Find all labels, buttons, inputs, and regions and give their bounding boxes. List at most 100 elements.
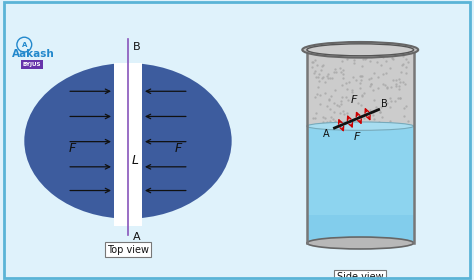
Point (308, 60, 316, 65)
Point (312, 75, 319, 80)
Point (384, 122, 392, 126)
Point (323, 103, 330, 108)
Point (386, 96, 394, 101)
Point (398, 62, 406, 67)
Point (313, 63, 321, 67)
Text: Top view: Top view (107, 245, 149, 255)
Point (324, 72, 332, 76)
Text: F: F (351, 95, 357, 105)
Point (402, 104, 410, 108)
Point (349, 51, 357, 56)
Point (337, 102, 345, 106)
Point (382, 83, 389, 87)
Point (357, 115, 365, 120)
Point (387, 85, 395, 89)
Point (344, 86, 351, 91)
Point (402, 57, 410, 61)
Point (326, 97, 333, 101)
Point (379, 71, 386, 76)
Point (399, 54, 407, 58)
Text: F: F (175, 142, 182, 155)
Point (340, 112, 347, 116)
Point (370, 97, 377, 102)
Point (374, 75, 382, 79)
Point (310, 71, 318, 76)
Point (336, 120, 344, 124)
Point (395, 77, 402, 81)
Text: A: A (22, 42, 27, 48)
Point (351, 60, 358, 65)
Text: B: B (133, 42, 141, 52)
Point (367, 82, 374, 87)
Point (339, 109, 347, 114)
Point (370, 71, 377, 76)
Point (327, 120, 334, 125)
Point (369, 109, 377, 114)
Point (358, 94, 366, 98)
Point (402, 70, 410, 75)
Point (382, 59, 390, 64)
Point (349, 75, 357, 79)
Point (356, 74, 364, 79)
Point (386, 105, 394, 109)
Point (371, 117, 378, 122)
Ellipse shape (307, 237, 414, 249)
Point (401, 114, 408, 118)
Point (389, 57, 396, 61)
Ellipse shape (307, 44, 414, 56)
Point (336, 66, 344, 70)
Point (387, 99, 395, 104)
Point (392, 84, 400, 88)
Point (377, 110, 384, 114)
Point (386, 52, 393, 56)
Point (327, 115, 335, 119)
Point (319, 120, 327, 125)
Point (337, 69, 345, 74)
Point (314, 84, 321, 89)
Point (330, 110, 337, 115)
Point (367, 75, 375, 80)
Point (395, 83, 402, 88)
Point (383, 86, 391, 90)
Point (323, 119, 331, 124)
Point (369, 88, 377, 92)
Point (360, 90, 367, 95)
Point (366, 108, 374, 112)
Point (322, 121, 329, 125)
Point (339, 68, 347, 73)
Point (367, 82, 375, 86)
Point (369, 113, 377, 117)
Point (325, 75, 332, 80)
Point (330, 69, 337, 74)
Point (348, 88, 356, 93)
Point (392, 82, 400, 86)
Point (361, 55, 368, 59)
Point (321, 80, 328, 85)
Text: A: A (323, 129, 330, 139)
Point (311, 57, 319, 62)
Point (356, 114, 363, 118)
Point (395, 86, 402, 91)
Text: BYJUS: BYJUS (22, 62, 41, 67)
Bar (307, 126, 414, 243)
Point (318, 64, 326, 69)
Point (317, 93, 324, 98)
Ellipse shape (307, 122, 414, 130)
Point (326, 119, 334, 123)
Point (400, 61, 407, 66)
Point (399, 80, 407, 85)
Point (319, 63, 327, 68)
Point (344, 57, 351, 61)
Point (375, 120, 383, 125)
Point (315, 79, 323, 84)
Point (315, 52, 322, 57)
Point (332, 70, 340, 75)
Point (372, 104, 380, 109)
Point (339, 76, 346, 80)
Point (321, 91, 329, 95)
Point (383, 101, 391, 105)
Point (368, 50, 376, 55)
Point (382, 71, 390, 75)
Point (311, 68, 319, 73)
Point (354, 101, 361, 105)
